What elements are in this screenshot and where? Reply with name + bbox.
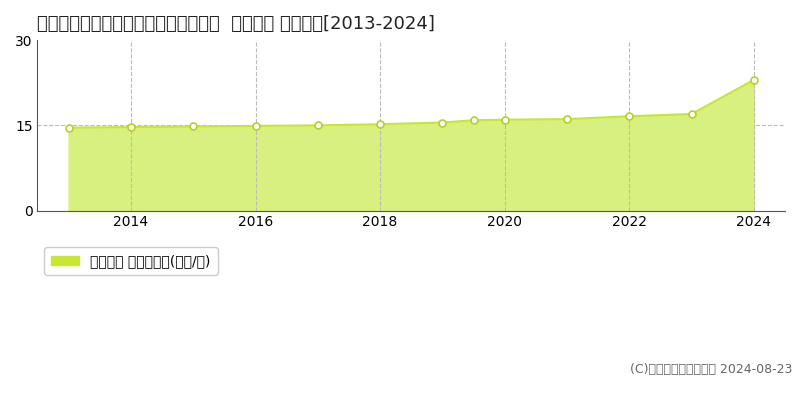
Point (685, 111, 698, 117)
Point (623, 113, 636, 120)
Point (187, 123, 200, 130)
Text: 宮城県名取市飯野坂６丁目３１５番外  地価公示 地価推移[2013-2024]: 宮城県名取市飯野坂６丁目３１５番外 地価公示 地価推移[2013-2024] (38, 15, 435, 33)
Point (249, 123, 262, 129)
Point (561, 116, 574, 122)
Point (436, 119, 449, 126)
Legend: 地価公示 平均坪単価(万円/坪): 地価公示 平均坪単価(万円/坪) (45, 247, 218, 275)
Point (125, 124, 138, 130)
Point (311, 122, 324, 128)
Point (747, 77, 760, 83)
Point (374, 121, 386, 128)
Text: (C)土地価格ドットコム 2024-08-23: (C)土地価格ドットコム 2024-08-23 (630, 363, 792, 376)
Point (467, 117, 480, 124)
Point (498, 116, 511, 123)
Point (62, 124, 75, 131)
